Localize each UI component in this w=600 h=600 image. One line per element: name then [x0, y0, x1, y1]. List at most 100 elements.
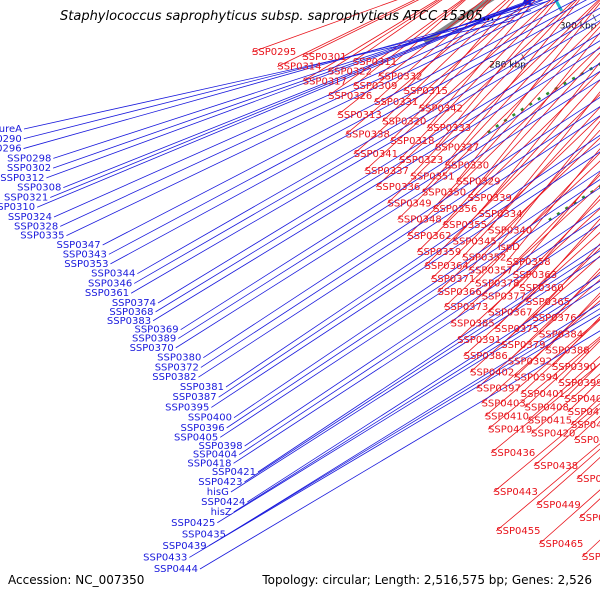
- reverse-gene-label: SSP0369: [134, 325, 178, 336]
- reverse-leader-line: [238, 215, 600, 456]
- reverse-leader-line: [53, 0, 544, 218]
- reverse-gene-label: SSP0398: [198, 441, 242, 452]
- forward-leader-line: [432, 26, 600, 210]
- reverse-leader-line: [180, 62, 600, 331]
- reverse-gene-label: SSP0312: [0, 173, 44, 184]
- reverse-gene-label: SSP0321: [4, 192, 48, 203]
- forward-leader-line: [469, 255, 600, 373]
- reverse-gene-label: SSP0347: [56, 240, 100, 251]
- forward-leader-line: [421, 0, 600, 193]
- reverse-leader-line: [52, 0, 536, 169]
- forward-gene-label: SSP0388: [545, 346, 589, 357]
- reverse-leader-line: [225, 134, 600, 388]
- forward-gene-label: SSP0422: [574, 435, 600, 446]
- forward-leader-line: [352, 0, 443, 63]
- forward-gene-label: SSP0339: [468, 193, 512, 204]
- forward-leader-line: [476, 279, 600, 389]
- reverse-gene-label: SSP0424: [201, 497, 245, 508]
- forward-leader-line: [452, 79, 600, 242]
- reverse-gene-label: SSP0298: [7, 153, 51, 164]
- reverse-gene-label: SSP0380: [157, 353, 201, 364]
- forward-leader-line: [416, 71, 600, 253]
- forward-gene-label: SSP0449: [537, 500, 581, 511]
- forward-leader-line: [327, 0, 441, 72]
- forward-leader-line: [302, 0, 420, 58]
- reverse-gene-label: SSP0361: [85, 288, 129, 299]
- forward-gene-label: SSP0333: [427, 123, 471, 134]
- forward-gene-label: SSP0408: [525, 403, 569, 414]
- reverse-gene-label: SSP0395: [165, 402, 209, 413]
- reverse-leader-line: [157, 33, 600, 304]
- forward-gene-label: SSP0350: [422, 188, 466, 199]
- kbp-tick: [521, 54, 526, 61]
- forward-gene-label: SSP0309: [353, 81, 397, 92]
- reverse-leader-line: [50, 0, 534, 198]
- reverse-gene-label: ureA: [0, 124, 22, 135]
- forward-gene-label: SSP0455: [496, 526, 540, 537]
- forward-leader-line: [467, 32, 600, 199]
- forward-gene-label: SSP0399: [558, 378, 600, 389]
- reverse-leader-line: [102, 0, 577, 246]
- reverse-leader-line: [217, 286, 600, 524]
- reverse-leader-line: [155, 40, 600, 313]
- forward-gene-label: SSP0465: [539, 539, 583, 550]
- reverse-gene-label: SSP0324: [8, 212, 52, 223]
- forward-gene-label: SSP0366: [438, 287, 482, 298]
- forward-leader-line: [407, 46, 600, 237]
- reverse-leader-line: [36, 0, 536, 208]
- forward-leader-line: [277, 0, 416, 67]
- forward-leader-line: [487, 198, 600, 313]
- forward-leader-line: [456, 208, 600, 341]
- kbp-tick-label: 280 kbp: [489, 61, 526, 71]
- reverse-leader-line: [257, 244, 600, 473]
- genome-summary-text: Topology: circular; Length: 2,516,575 bp…: [262, 573, 592, 587]
- forward-gene-label: SSP0330: [445, 160, 489, 171]
- reverse-leader-line: [23, 10, 532, 140]
- reverse-gene-label: SSP0308: [17, 183, 61, 194]
- forward-gene-label: SSP0364: [425, 261, 469, 272]
- forward-gene-label: SSP0359: [417, 247, 461, 258]
- forward-gene-label: SSP0315: [404, 86, 448, 97]
- reverse-leader-line: [218, 143, 600, 398]
- reverse-gene-label: SSP0302: [7, 163, 51, 174]
- forward-gene-label: SSP0355: [443, 220, 487, 231]
- forward-gene-label: SSP0419: [488, 424, 532, 435]
- forward-leader-line: [430, 115, 600, 280]
- reverse-leader-line: [244, 250, 600, 483]
- reverse-gene-label: SSP0444: [154, 564, 198, 575]
- reverse-leader-line: [233, 170, 600, 418]
- forward-gene-label: SSP0385: [451, 319, 495, 330]
- forward-gene-label: SSP0415: [528, 416, 572, 427]
- forward-gene-label: SSP0378: [475, 279, 519, 290]
- forward-gene-label: SSP0436: [491, 448, 535, 459]
- forward-leader-line: [455, 2, 600, 182]
- forward-gene-label: SSP0402: [470, 367, 514, 378]
- forward-gene-label: SSP0363: [513, 270, 557, 281]
- reverse-leader-line: [233, 223, 600, 464]
- forward-gene-label: SSP0337: [365, 166, 409, 177]
- forward-leader-line: [481, 174, 600, 297]
- forward-leader-line: [478, 61, 600, 215]
- reverse-leader-line: [23, 19, 515, 130]
- reverse-leader-line: [233, 280, 600, 513]
- reverse-gene-label: SSP0404: [193, 450, 237, 461]
- reverse-gene-label: SSP0439: [162, 541, 206, 552]
- reverse-leader-line: [110, 0, 598, 265]
- reverse-leader-line: [134, 13, 600, 284]
- forward-leader-line: [444, 0, 580, 166]
- forward-leader-line: [337, 0, 485, 116]
- reverse-leader-line: [220, 187, 600, 438]
- reverse-leader-line: [208, 308, 600, 547]
- forward-leader-line: [424, 94, 600, 267]
- forward-gene-label: SSP0357: [469, 265, 513, 276]
- forward-gene-label: SSP0356: [433, 204, 477, 215]
- reverse-gene-label: SSP0353: [64, 259, 108, 270]
- forward-gene-label: SSP0329: [456, 177, 500, 188]
- forward-gene-label: SSP0334: [478, 209, 522, 220]
- forward-gene-label: SSP0391: [457, 335, 501, 346]
- reverse-leader-line: [247, 274, 600, 503]
- forward-gene-label: SSP0397: [477, 384, 521, 395]
- genome-title: Staphylococcus saprophyticus subsp. sapr…: [60, 9, 496, 24]
